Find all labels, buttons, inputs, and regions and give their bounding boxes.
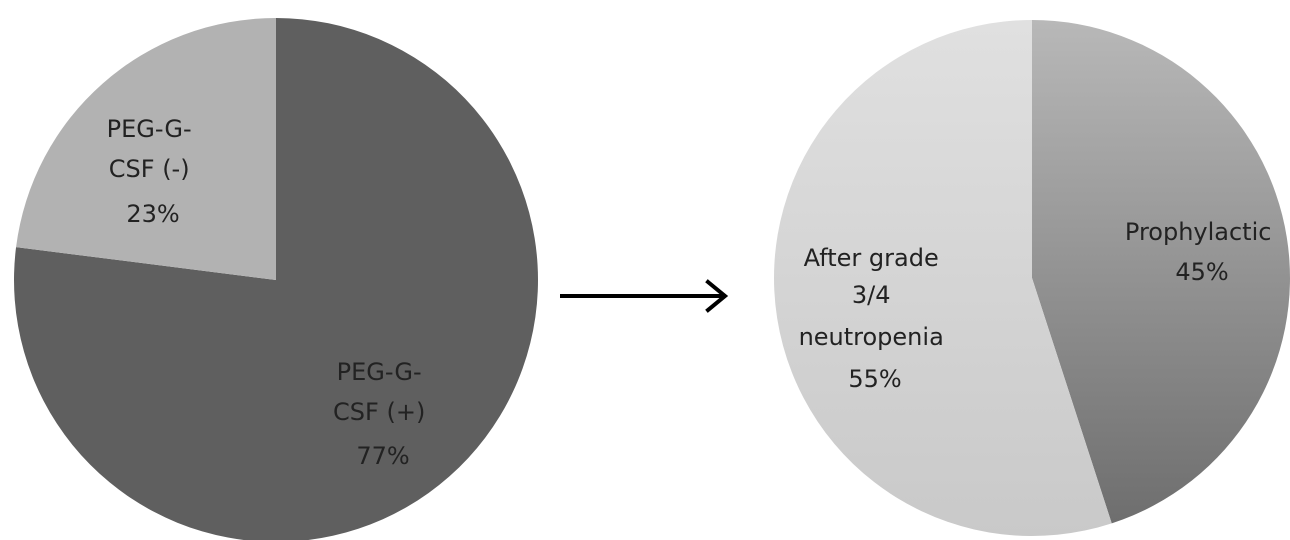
pie-slice-peg-g-csf-minus: [16, 18, 276, 280]
pie-chart-timing: Prophylactic 45% After grade 3/4 neutrop…: [773, 20, 1290, 536]
slice-label-peg-g-csf-minus: PEG-G- CSF (-) 23%: [107, 115, 200, 228]
pie-slice-prophylactic: [1032, 20, 1290, 524]
slice-label-prophylactic: Prophylactic 45%: [1125, 218, 1279, 286]
pie-slice-peg-g-csf-plus: [14, 18, 538, 540]
slice-label-after-grade: After grade 3/4 neutropenia 55%: [799, 244, 952, 393]
right-arrow-icon: [560, 279, 729, 313]
pie-chart-peg-g-csf: PEG-G- CSF (-) 23% PEG-G- CSF (+) 77%: [14, 18, 538, 540]
slice-label-peg-g-csf-plus: PEG-G- CSF (+) 77%: [333, 358, 433, 470]
pie-slice-after-grade-3-4-neutropenia: [773, 20, 1112, 536]
